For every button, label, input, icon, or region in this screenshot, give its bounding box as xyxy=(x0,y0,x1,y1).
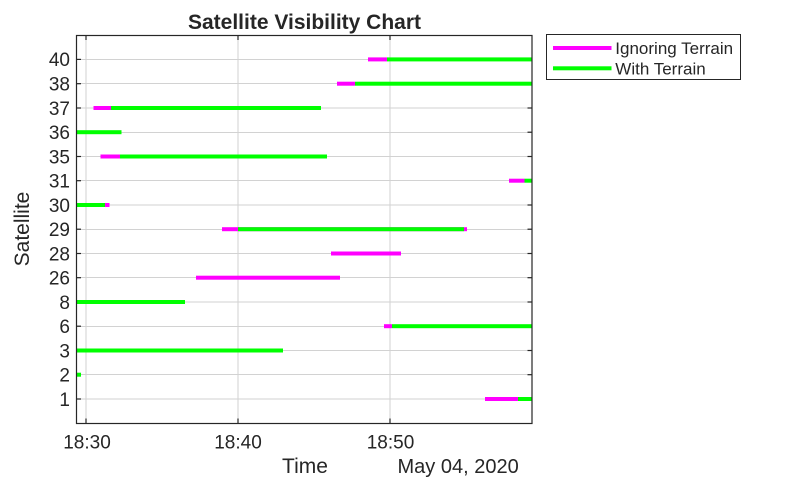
svg-text:Satellite Visibility Chart: Satellite Visibility Chart xyxy=(188,11,421,34)
svg-text:Time: Time xyxy=(282,455,328,478)
svg-text:8: 8 xyxy=(59,293,70,314)
svg-text:Satellite: Satellite xyxy=(11,192,34,267)
svg-text:May 04, 2020: May 04, 2020 xyxy=(398,456,519,478)
svg-text:36: 36 xyxy=(49,123,70,144)
svg-text:40: 40 xyxy=(49,50,70,71)
svg-text:28: 28 xyxy=(49,244,70,265)
svg-text:18:30: 18:30 xyxy=(63,433,111,454)
svg-text:37: 37 xyxy=(49,99,70,120)
svg-text:18:40: 18:40 xyxy=(214,433,262,454)
svg-text:38: 38 xyxy=(49,75,70,96)
svg-text:6: 6 xyxy=(59,317,70,338)
svg-text:1: 1 xyxy=(59,390,70,411)
svg-text:2: 2 xyxy=(59,366,70,387)
svg-text:18:50: 18:50 xyxy=(367,433,415,454)
svg-text:26: 26 xyxy=(49,269,70,290)
svg-text:35: 35 xyxy=(49,147,70,168)
svg-text:29: 29 xyxy=(49,220,70,241)
svg-text:With Terrain: With Terrain xyxy=(615,60,705,79)
svg-text:30: 30 xyxy=(49,196,70,217)
svg-text:3: 3 xyxy=(59,341,70,362)
svg-text:31: 31 xyxy=(49,172,70,193)
svg-text:Ignoring Terrain: Ignoring Terrain xyxy=(615,39,733,58)
